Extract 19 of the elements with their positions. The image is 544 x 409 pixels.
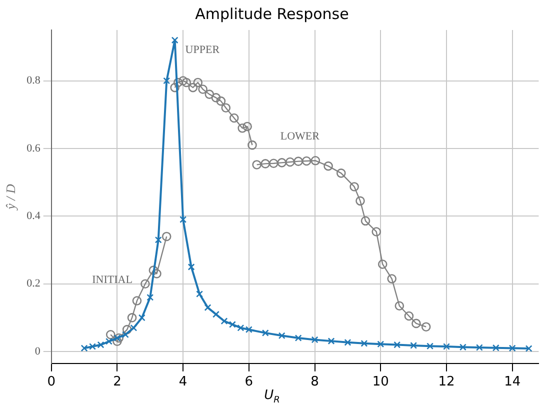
- annotation: INITIAL: [92, 274, 133, 286]
- y-tick-label: 0.8: [26, 74, 41, 87]
- y-tick-label: 0.6: [26, 142, 41, 154]
- y-tick-label: 0: [34, 345, 41, 358]
- annotation: UPPER: [185, 44, 220, 56]
- y-axis-title: ŷ / D: [3, 183, 18, 212]
- chart-title: Amplitude Response: [195, 4, 349, 23]
- x-tick-label: 10: [372, 374, 389, 390]
- x-axis-title: U$_{R}$: [263, 388, 281, 408]
- x-tick-label: 0: [47, 374, 56, 390]
- x-tick-label: 6: [244, 374, 254, 390]
- x-tick-label: 14: [504, 374, 521, 390]
- x-tick-label: 8: [310, 374, 319, 390]
- annotation: LOWER: [280, 130, 320, 143]
- y-tick-label: 0.2: [26, 278, 40, 290]
- x-tick-label: 2: [113, 374, 122, 390]
- y-tick-label: 0.4: [26, 210, 41, 222]
- x-tick-label: 4: [178, 374, 188, 390]
- x-tick-label: 12: [438, 374, 455, 390]
